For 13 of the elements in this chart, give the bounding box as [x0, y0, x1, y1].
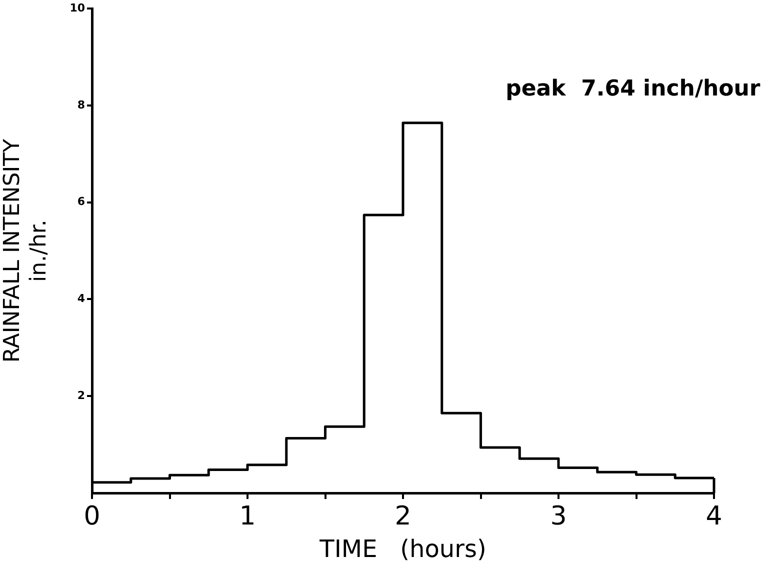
x-axis-title: TIME (hours) [318, 534, 486, 563]
x-tick-label: 4 [706, 501, 722, 532]
annotation: peak 7.64 inch/hour [506, 76, 760, 102]
y-axis-title: RAINFALL INTENSITY in./hr. [0, 138, 52, 363]
y-tick-label: 2 [77, 388, 85, 402]
x-tick-label: 1 [239, 501, 256, 532]
x-tick-label: 0 [84, 501, 100, 532]
y-tick-label: 6 [77, 195, 86, 208]
y-tick-label: 8 [77, 98, 85, 112]
x-tick-label: 2 [394, 501, 412, 532]
y-tick-label: 10 [70, 1, 86, 14]
x-tick-label: 3 [550, 501, 567, 532]
y-tick-label: 4 [77, 292, 86, 306]
